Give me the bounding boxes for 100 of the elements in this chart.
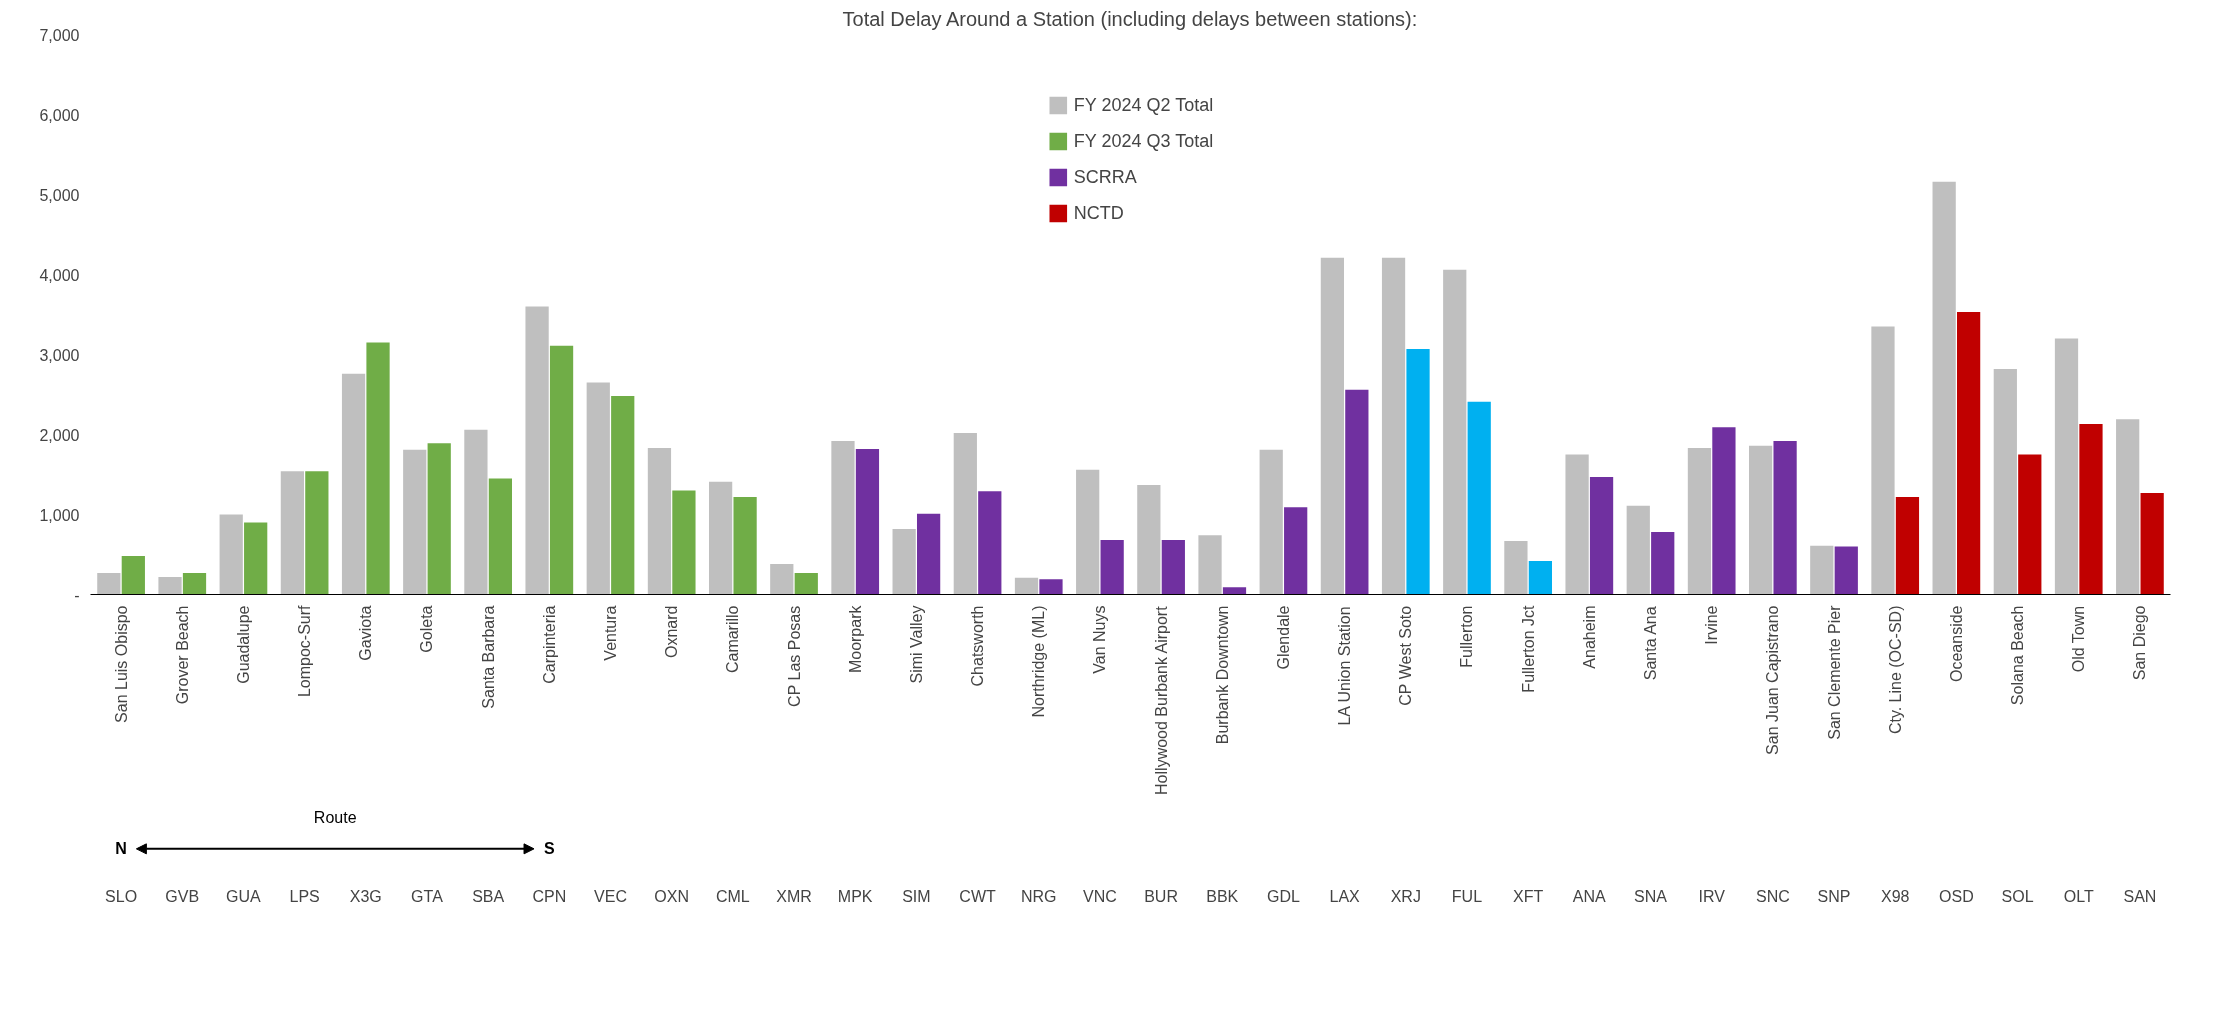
x-tick-label: Camarillo xyxy=(724,605,742,674)
bar xyxy=(1834,546,1858,595)
y-tick-label: - xyxy=(74,586,80,604)
legend-label: FY 2024 Q3 Total xyxy=(1073,130,1214,152)
bar xyxy=(2140,492,2164,595)
bar xyxy=(2079,424,2103,595)
text: GTA xyxy=(411,887,444,905)
bar xyxy=(280,471,305,595)
x-tick-label: Anaheim xyxy=(1580,605,1598,669)
bar xyxy=(1284,507,1308,595)
text: BUR xyxy=(1144,887,1178,905)
x-tick-label: Oxnard xyxy=(663,605,681,658)
bar xyxy=(1014,577,1039,595)
bar xyxy=(341,373,366,595)
text: MPK xyxy=(837,887,873,905)
bar xyxy=(1651,532,1675,595)
bar xyxy=(1406,348,1430,595)
bar xyxy=(366,342,390,595)
x-tick-label: Ventura xyxy=(602,605,619,661)
y-tick-label: 7,000 xyxy=(39,26,80,44)
y-tick-label: 2,000 xyxy=(39,426,80,444)
text: CWT xyxy=(959,887,996,905)
y-tick-label: 3,000 xyxy=(39,346,80,364)
x-tick-label: Carpinteria xyxy=(540,605,558,684)
bar xyxy=(1467,401,1491,595)
bar xyxy=(647,448,672,595)
text: SNA xyxy=(1634,887,1668,905)
x-tick-label: Hollywood Burbank Airport xyxy=(1152,605,1170,795)
bar xyxy=(1932,181,1956,595)
text: SAN xyxy=(2123,887,2157,905)
bar xyxy=(1589,476,1614,595)
legend-label: FY 2024 Q2 Total xyxy=(1073,94,1214,116)
text: XFT xyxy=(1513,887,1544,905)
text: GUA xyxy=(226,887,262,905)
text: SIM xyxy=(902,887,931,905)
x-tick-label: LA Union Station xyxy=(1336,606,1354,726)
bar xyxy=(672,490,696,595)
x-tick-label: Santa Ana xyxy=(1642,606,1659,681)
bar xyxy=(1320,257,1345,595)
text: X3G xyxy=(349,887,382,905)
bar xyxy=(1100,540,1124,595)
bar xyxy=(953,432,977,595)
x-tick-label: Grover Beach xyxy=(173,605,191,705)
bar xyxy=(770,564,794,595)
x-tick-label: San Clemente Pier xyxy=(1825,604,1843,740)
x-tick-label: Old Town xyxy=(2070,605,2088,673)
text: GVB xyxy=(165,887,200,905)
bar xyxy=(1381,257,1406,595)
x-tick-label: Irvine xyxy=(1703,605,1721,645)
x-tick-label: Goleta xyxy=(418,605,436,653)
x-tick-label: Solana Beach xyxy=(2009,605,2027,706)
x-tick-label: CP West Soto xyxy=(1397,605,1415,706)
text: SNP xyxy=(1817,887,1851,905)
bar xyxy=(1810,545,1834,595)
x-tick-label: San Luis Obispo xyxy=(112,605,130,723)
x-tick-label: San Juan Capistrano xyxy=(1764,605,1782,755)
text: OXN xyxy=(654,887,690,905)
x-tick-label: Fullerton xyxy=(1458,605,1476,668)
x-tick-label: Simi Valley xyxy=(907,605,925,684)
bar xyxy=(2116,419,2140,595)
bar xyxy=(2054,338,2079,595)
text: XMR xyxy=(776,887,812,905)
x-tick-label: Glendale xyxy=(1274,605,1292,670)
bar xyxy=(1687,448,1712,595)
bar xyxy=(708,481,733,595)
text: GDL xyxy=(1266,887,1300,905)
x-tick-label: Gaviota xyxy=(357,605,375,661)
text: OSD xyxy=(1939,887,1974,905)
bar xyxy=(97,572,121,595)
x-tick-label: Northridge (ML) xyxy=(1030,605,1048,718)
bar xyxy=(182,572,207,595)
text: OLT xyxy=(2063,887,2094,905)
bar xyxy=(916,513,941,595)
bar xyxy=(1773,440,1797,595)
bar xyxy=(733,496,757,595)
x-tick-label: Cty. Line (OC-SD) xyxy=(1886,605,1904,735)
bar xyxy=(611,396,635,595)
bar xyxy=(831,440,855,595)
bar xyxy=(219,514,243,595)
x-tick-label: CP Las Posas xyxy=(785,605,803,707)
bar xyxy=(794,572,818,595)
bar xyxy=(158,576,182,595)
bar xyxy=(1626,505,1650,595)
bar xyxy=(403,449,427,595)
x-tick-label: Moorpark xyxy=(846,604,864,674)
x-tick-label: Fullerton Jct xyxy=(1519,604,1537,693)
bar xyxy=(1993,368,2017,595)
bar xyxy=(978,491,1002,595)
x-tick-label: Santa Barbara xyxy=(479,605,497,709)
bar xyxy=(121,556,145,595)
bar xyxy=(1222,587,1247,595)
bar xyxy=(1198,535,1222,595)
bar xyxy=(1137,484,1161,595)
x-tick-label: Chatsworth xyxy=(969,605,987,687)
text: VNC xyxy=(1083,887,1117,905)
bar xyxy=(2018,454,2042,595)
bar xyxy=(1528,560,1553,595)
text: SNC xyxy=(1755,887,1790,905)
bar xyxy=(1871,326,1895,595)
bar xyxy=(1076,469,1100,595)
